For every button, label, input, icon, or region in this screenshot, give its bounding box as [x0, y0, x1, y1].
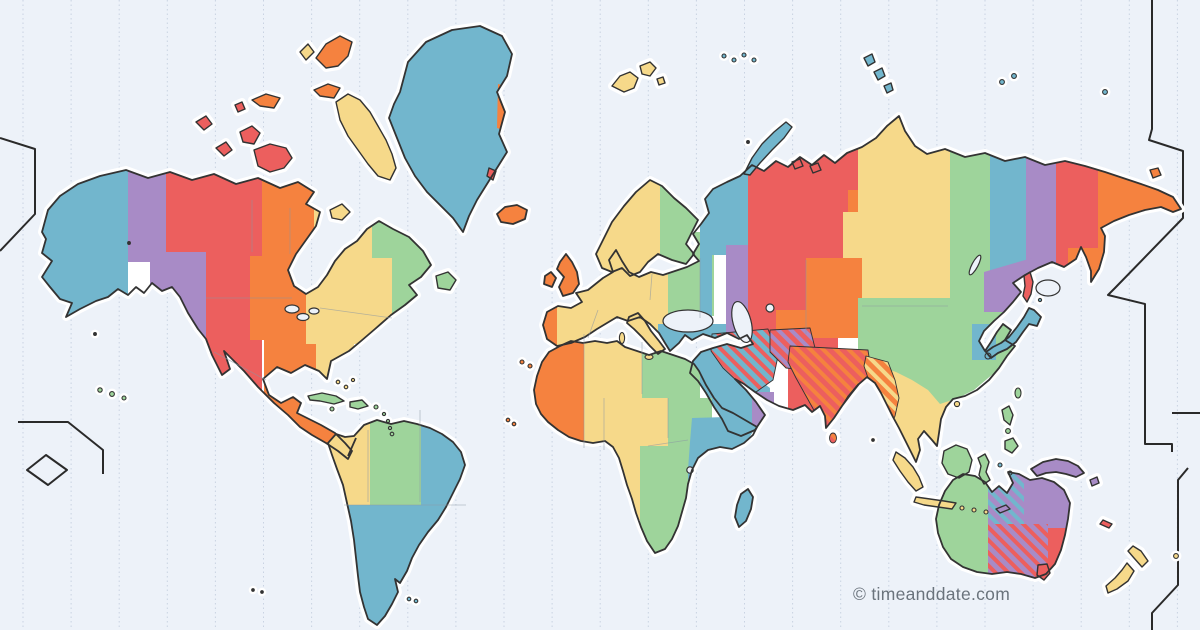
sea-of-okhotsk	[1035, 279, 1061, 297]
black-sea	[662, 309, 714, 333]
zone-sri-lanka-striped	[829, 432, 837, 444]
aral-sea	[765, 303, 775, 313]
inland-seas	[284, 254, 1061, 474]
panama-isthmus	[347, 437, 357, 457]
zone-band[interactable]	[128, 150, 206, 354]
great-lake	[296, 312, 310, 322]
copyright-watermark: © timeanddate.com	[853, 584, 1011, 604]
great-lake	[284, 304, 300, 314]
country-borders	[206, 200, 948, 506]
caspian-sea	[731, 300, 753, 344]
great-lake	[308, 307, 320, 315]
lake-baikal	[968, 254, 982, 276]
